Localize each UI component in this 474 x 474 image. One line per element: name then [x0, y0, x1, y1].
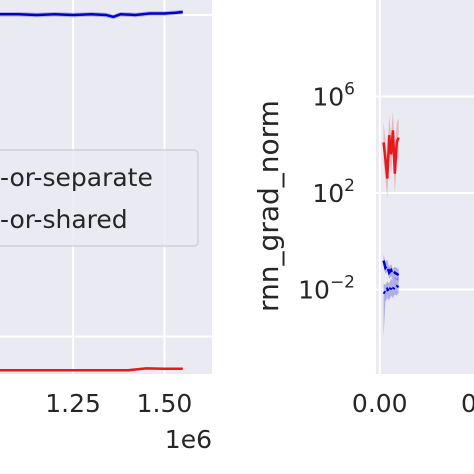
right-y-tick-label: 106 — [312, 80, 355, 112]
left-x-scale-label: 1e6 — [165, 425, 212, 454]
right-y-axis-label: rnn_grad_norm — [252, 100, 285, 312]
legend-entry-separate: -or-separate — [0, 163, 153, 192]
left-series — [0, 9, 183, 372]
right-series — [382, 110, 400, 338]
left-series-line-0 — [0, 10, 183, 19]
right-series-line-0 — [382, 130, 400, 179]
legend-entry-shared: -or-shared — [0, 205, 128, 234]
legend: -or-separate -or-shared — [0, 149, 199, 247]
left-x-tick-label: 1.25 — [45, 389, 101, 418]
right-chart: 106 102 10−2 0.00 0 rnn_grad_norm — [252, 0, 474, 418]
left-chart: 1.25 1.50 1e6 -or-separate -or-shared — [0, 0, 212, 454]
right-x-tick-labels: 0.00 0 — [352, 389, 474, 418]
left-x-tick-label: 1.50 — [137, 389, 193, 418]
right-grid — [376, 0, 474, 374]
right-y-tick-label: 10−2 — [298, 273, 355, 305]
right-series-band-1 — [383, 254, 399, 282]
left-series-line-1 — [0, 367, 183, 372]
right-y-tick-labels: 106 102 10−2 — [298, 80, 355, 305]
right-x-tick-label-partial: 0 — [461, 389, 474, 418]
right-series-line-1 — [382, 260, 400, 278]
left-x-tick-labels: 1.25 1.50 — [45, 389, 192, 418]
legend-box — [0, 149, 199, 247]
right-x-tick-label: 0.00 — [352, 389, 408, 418]
right-plot-area — [376, 0, 474, 374]
right-y-tick-label: 102 — [312, 176, 355, 208]
